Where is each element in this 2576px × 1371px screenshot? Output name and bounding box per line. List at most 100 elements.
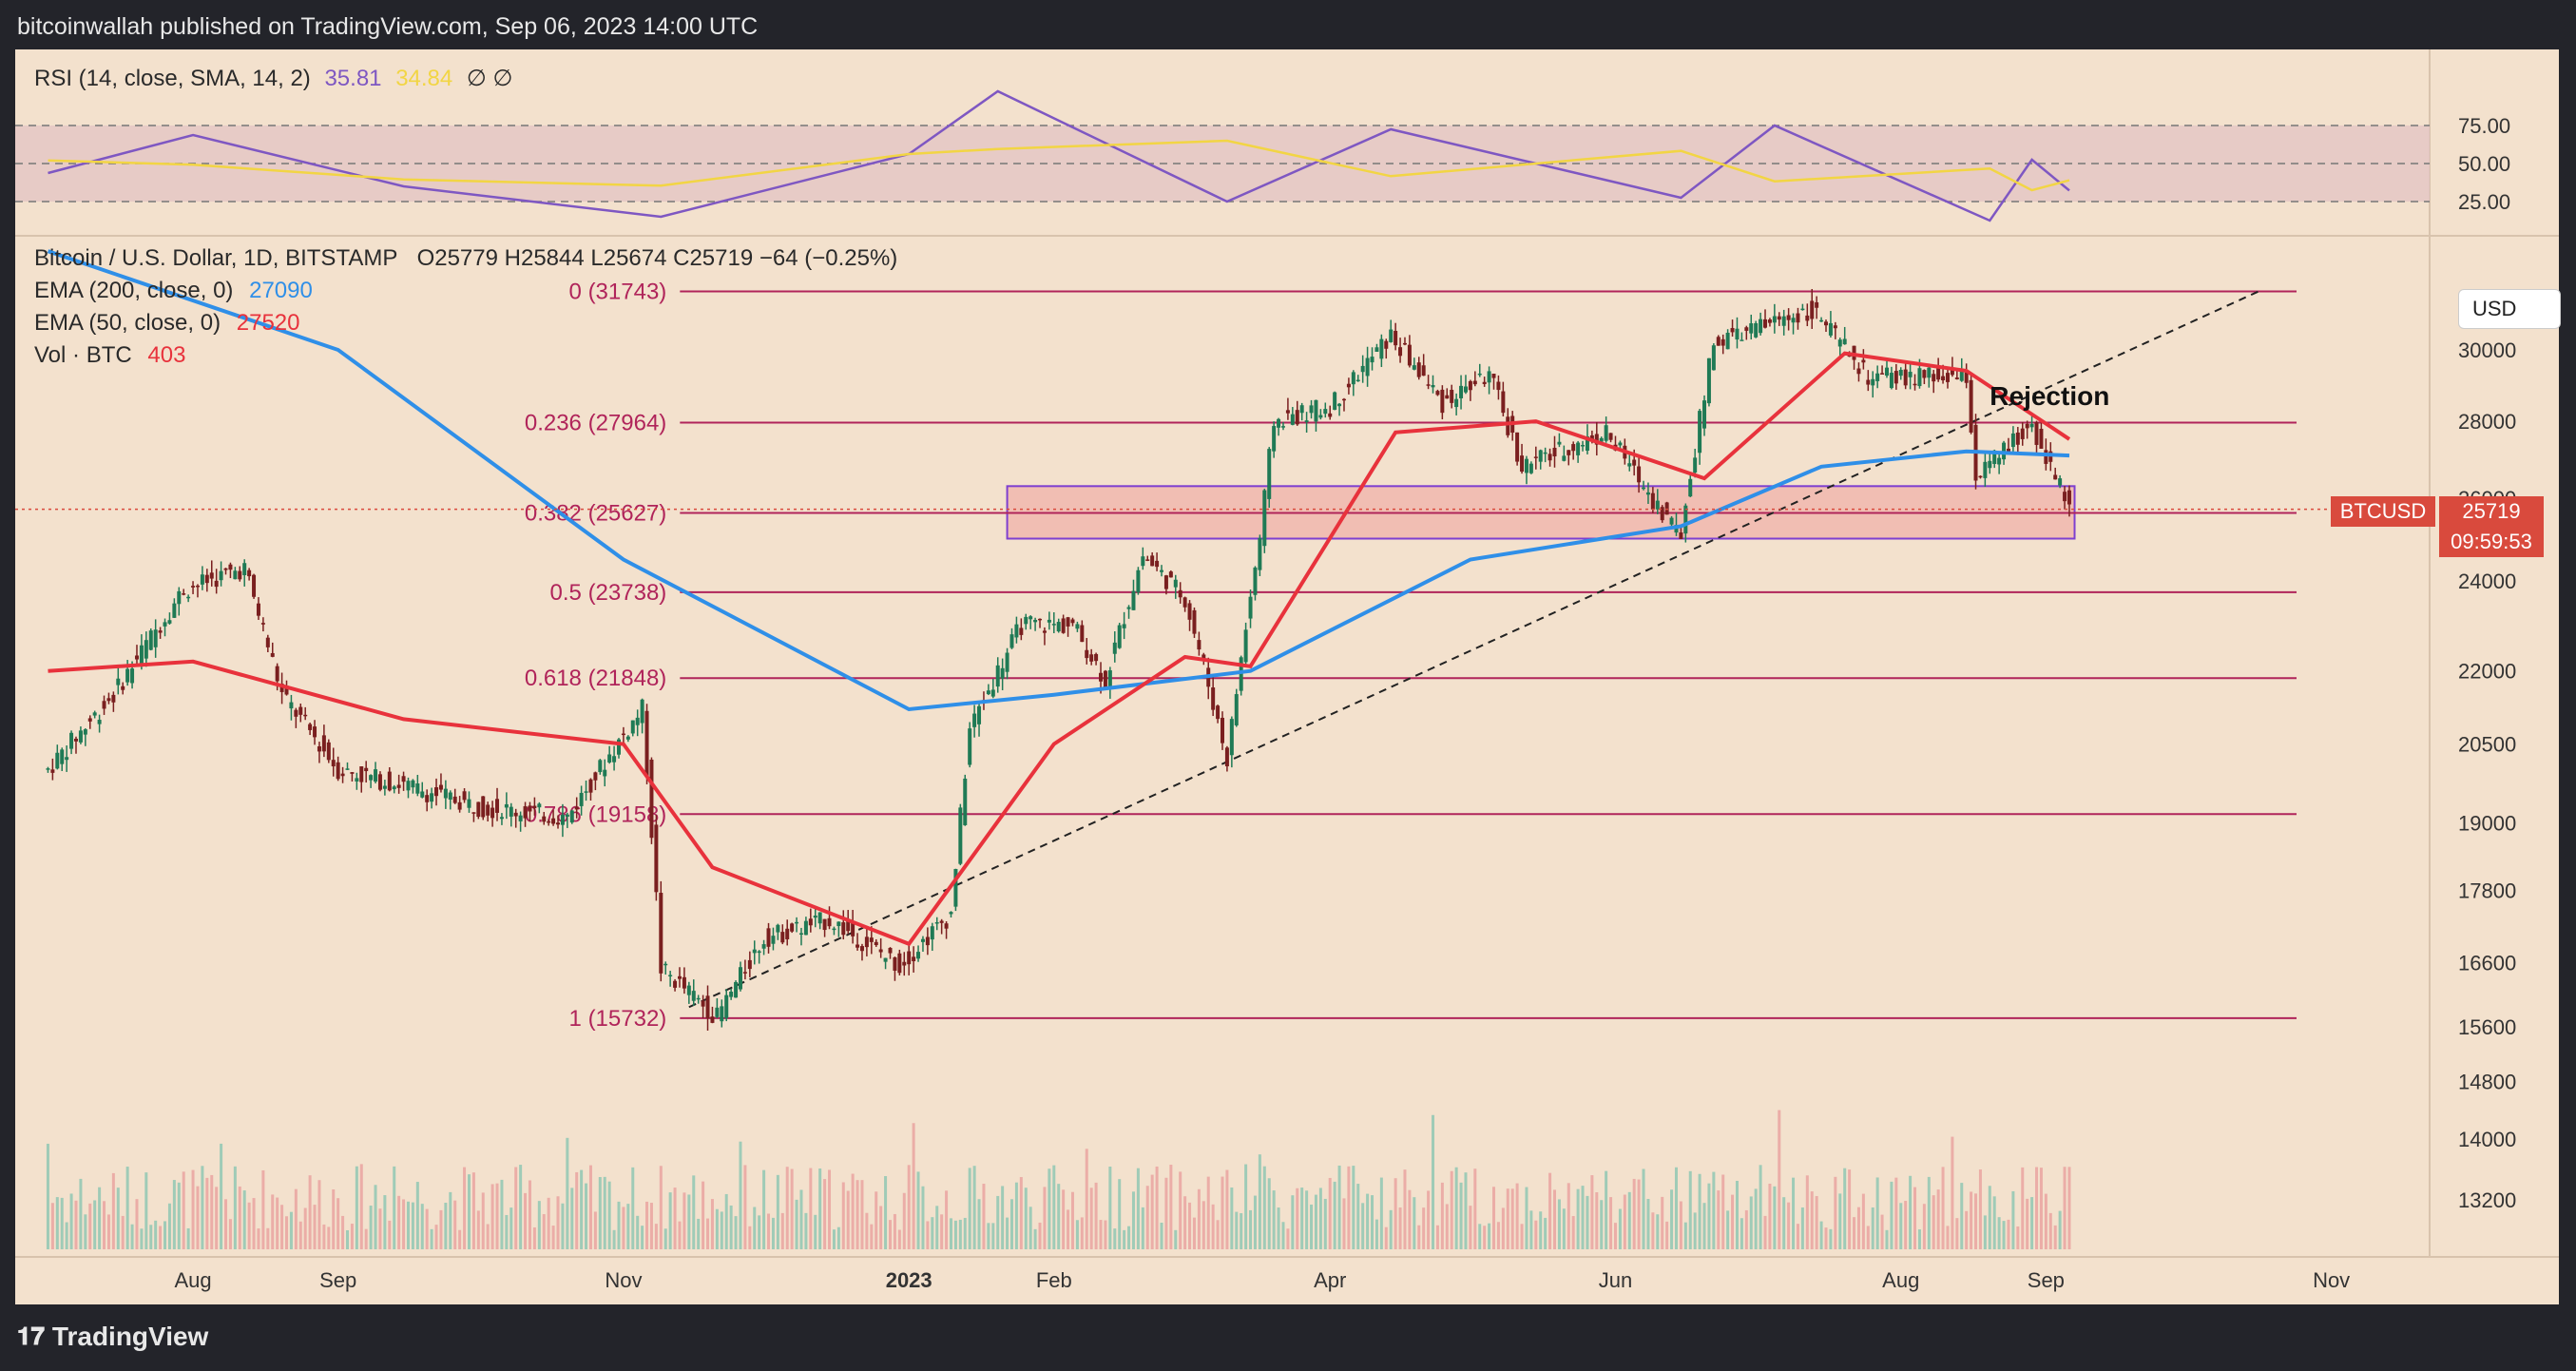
candle-body [1945,373,1950,382]
volume-bar [921,1186,925,1249]
candle-body [452,796,457,803]
candle-body [144,640,148,659]
volume-bar [140,1228,144,1249]
volume-bar [1506,1188,1509,1249]
candle-body [350,772,355,774]
volume-bar [1936,1189,1940,1249]
candle-body [1421,365,1426,377]
candle-body [443,788,448,799]
candle-body [603,769,607,777]
candle-body [734,981,739,998]
candle-body [644,710,649,777]
candle-body [471,812,476,814]
volume-bar [649,1203,653,1249]
candle-body [1754,322,1759,338]
candle-body [1080,625,1085,643]
candle-body [396,784,401,788]
candle-body [1941,376,1946,381]
volume-bar [46,1143,49,1249]
volume-bar [406,1201,410,1249]
candle-body [1936,367,1941,380]
volume-bar [1600,1200,1604,1249]
candle-body [121,686,125,690]
candle-body [139,645,144,666]
volume-bar [280,1205,284,1249]
candle-body [532,805,537,809]
candle-body [1459,385,1464,398]
time-tick-label: 2023 [886,1268,932,1292]
chart-area[interactable]: 75.00 50.00 25.00 0 (31743) 0.236 (27964) 0.3… [15,49,2561,1304]
candle-body [374,769,378,782]
volume-bar [1070,1191,1074,1249]
volume-bar [818,1168,822,1249]
candle-body [1314,399,1318,422]
price-tick-label: 15600 [2458,1015,2516,1039]
candle-body [87,718,92,722]
candle-body [556,822,561,825]
rsi-sma-line [48,139,2070,192]
volume-bar [1043,1187,1047,1249]
candle-body [228,564,233,570]
volume-bar [509,1207,513,1249]
volume-bar [201,1166,204,1249]
candle-body [1908,372,1913,377]
volume-bar [1155,1166,1159,1249]
volume-bar [893,1213,896,1249]
volume-bar [266,1227,270,1249]
candle-body [1117,625,1122,648]
candle-body [1295,410,1299,425]
volume-bar [636,1215,640,1249]
currency-button[interactable]: USD [2458,289,2561,329]
candle-body [1416,362,1421,377]
volume-bar [1778,1110,1781,1249]
price-tick-label: 13200 [2458,1188,2516,1212]
volume-bar [2002,1221,2006,1249]
candle-body [705,995,710,1019]
candle-body [158,630,163,633]
volume-bar [1201,1201,1205,1249]
volume-bar [74,1200,78,1249]
volume-bar [1909,1175,1913,1249]
volume-bar [524,1192,528,1249]
volume-bar [1983,1215,1987,1249]
tradingview-logo[interactable]: 𝟏𝟕 TradingView [17,1322,208,1352]
volume-bar [823,1179,827,1249]
candle-body [780,932,785,943]
volume-bar [1749,1196,1753,1249]
price-tick-label: 17800 [2458,879,2516,902]
volume-bar [388,1220,392,1249]
volume-bar [1006,1217,1009,1249]
volume-bar [298,1221,302,1249]
volume-bar [776,1174,779,1249]
rejection-annotation: Rejection [1990,381,2109,411]
candle-body [630,720,635,734]
candle-body [1277,418,1281,428]
candle-body [1730,328,1735,333]
volume-bar [617,1201,621,1249]
volume-bar [106,1214,110,1249]
candle-body [635,717,640,725]
volume-bar [762,1169,766,1249]
volume-bar [958,1219,962,1249]
volume-bar [1249,1209,1253,1249]
candle-body [953,868,958,907]
volume-bar [1740,1218,1743,1249]
volume-bar [889,1220,893,1249]
candle-body [102,701,106,709]
volume-bar [734,1216,738,1249]
volume-bar [1974,1193,1978,1249]
candle-body [785,928,790,939]
volume-bar [247,1202,251,1249]
volume-bar [1683,1222,1687,1249]
ema200-value: 27090 [249,278,313,303]
candle-body [1969,379,1973,433]
volume-bar [308,1175,312,1249]
candle-body [1487,371,1491,383]
candle-body [1664,502,1669,515]
volume-bar [1464,1172,1468,1249]
volume-bar [476,1210,480,1249]
candle-body [1155,560,1160,568]
candle-body [1107,670,1112,687]
candle-body [977,705,982,724]
